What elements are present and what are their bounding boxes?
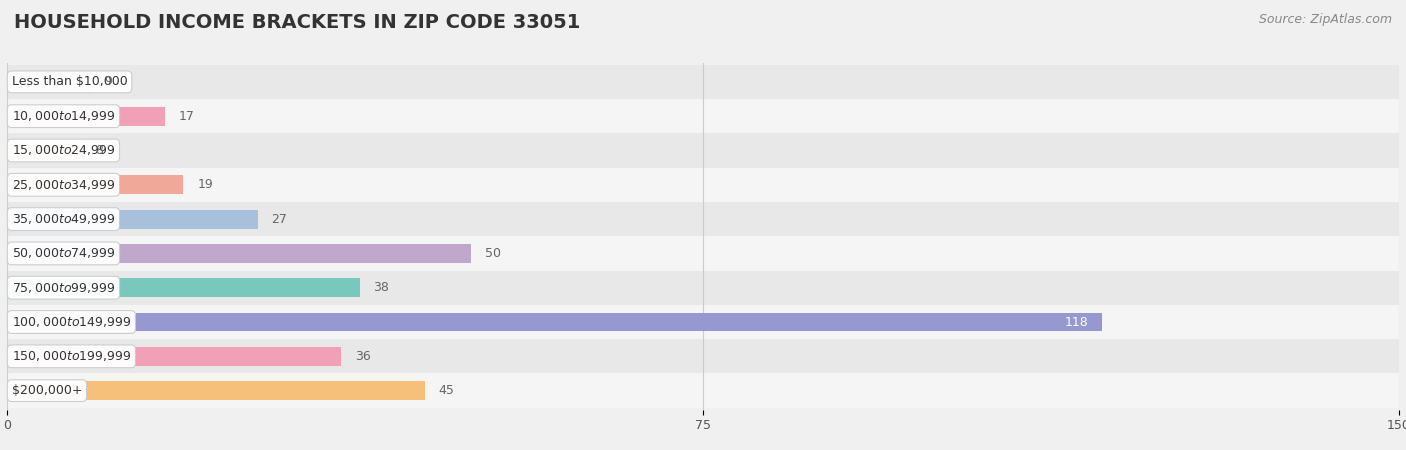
Text: 8: 8 <box>96 144 103 157</box>
Bar <box>7 270 1399 305</box>
Bar <box>7 107 165 126</box>
Text: Source: ZipAtlas.com: Source: ZipAtlas.com <box>1258 14 1392 27</box>
Bar <box>7 339 1399 374</box>
Text: $150,000 to $199,999: $150,000 to $199,999 <box>11 349 131 363</box>
Bar <box>7 305 1399 339</box>
Text: 45: 45 <box>439 384 454 397</box>
Text: 27: 27 <box>271 212 287 225</box>
Bar <box>7 313 1102 332</box>
Text: 17: 17 <box>179 110 194 123</box>
Text: 118: 118 <box>1064 315 1088 328</box>
Bar <box>7 347 342 366</box>
Text: $200,000+: $200,000+ <box>11 384 82 397</box>
Text: 38: 38 <box>374 281 389 294</box>
Bar <box>7 72 90 91</box>
Text: 36: 36 <box>354 350 371 363</box>
Text: $75,000 to $99,999: $75,000 to $99,999 <box>11 281 115 295</box>
Text: $50,000 to $74,999: $50,000 to $74,999 <box>11 247 115 261</box>
Bar <box>7 210 257 229</box>
Bar <box>7 133 1399 168</box>
Text: 50: 50 <box>485 247 501 260</box>
Text: HOUSEHOLD INCOME BRACKETS IN ZIP CODE 33051: HOUSEHOLD INCOME BRACKETS IN ZIP CODE 33… <box>14 14 581 32</box>
Bar <box>7 278 360 297</box>
Bar <box>7 236 1399 270</box>
Bar <box>7 99 1399 133</box>
Text: $15,000 to $24,999: $15,000 to $24,999 <box>11 144 115 158</box>
Text: $10,000 to $14,999: $10,000 to $14,999 <box>11 109 115 123</box>
Bar <box>7 244 471 263</box>
Text: $35,000 to $49,999: $35,000 to $49,999 <box>11 212 115 226</box>
Bar <box>7 141 82 160</box>
Text: $25,000 to $34,999: $25,000 to $34,999 <box>11 178 115 192</box>
Bar <box>7 168 1399 202</box>
Bar <box>7 381 425 400</box>
Text: Less than $10,000: Less than $10,000 <box>11 75 128 88</box>
Bar <box>7 176 183 194</box>
Bar <box>7 202 1399 236</box>
Bar <box>7 65 1399 99</box>
Text: $100,000 to $149,999: $100,000 to $149,999 <box>11 315 131 329</box>
Text: 19: 19 <box>197 178 214 191</box>
Bar <box>7 374 1399 408</box>
Text: 9: 9 <box>104 75 112 88</box>
